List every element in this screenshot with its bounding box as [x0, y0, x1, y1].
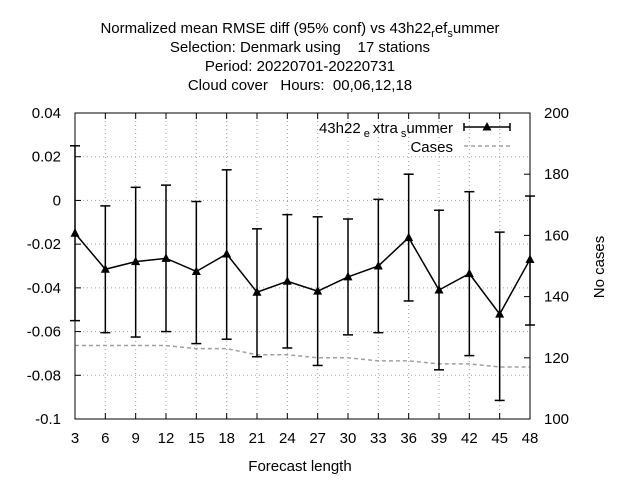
- x-tick-label: 33: [370, 430, 387, 447]
- y2-axis-title: No cases: [591, 236, 608, 299]
- data-point: [252, 287, 262, 296]
- x-tick-label: 48: [522, 430, 539, 447]
- legend-label-cases: Cases: [410, 139, 453, 156]
- y-tick-label: -0.06: [27, 324, 61, 341]
- x-tick-label: 42: [461, 430, 478, 447]
- data-point: [464, 268, 474, 278]
- data-point: [100, 264, 110, 273]
- data-point: [313, 286, 323, 295]
- y2-tick-label: 120: [544, 350, 569, 367]
- legend-marks: [463, 122, 511, 147]
- y-axis-tick-labels: 0.04 0.02 0 -0.02 -0.04 -0.06 -0.08 -0.1: [27, 105, 61, 428]
- cases-line: [75, 344, 530, 368]
- series-43h22-extra-summer: [70, 145, 535, 402]
- x-tick-label: 39: [431, 430, 448, 447]
- data-point: [434, 285, 444, 294]
- y2-axis-tick-labels: 200 180 160 140 120 100: [544, 105, 569, 428]
- y2-tick-label: 180: [544, 166, 569, 183]
- y-tick-label: -0.04: [27, 280, 61, 297]
- y2-tick-label: 100: [544, 411, 569, 428]
- data-point: [373, 261, 383, 270]
- data-point: [343, 271, 353, 281]
- x-tick-label: 18: [218, 430, 235, 447]
- y-tick-label: 0.04: [32, 105, 61, 122]
- x-tick-label: 30: [340, 430, 357, 447]
- data-point: [161, 253, 171, 262]
- plot-frame: [74, 112, 531, 420]
- y-tick-label: 0.02: [32, 149, 61, 166]
- y-tick-label: 0: [53, 192, 61, 209]
- x-tick-label: 45: [491, 430, 508, 447]
- x-tick-label: 21: [249, 430, 266, 447]
- y-tick-label: -0.08: [27, 367, 61, 384]
- x-tick-label: 9: [131, 430, 139, 447]
- title-line-2: Selection: Denmark using 17 stations: [170, 39, 430, 56]
- grid: [75, 113, 530, 419]
- data-point: [222, 248, 232, 258]
- title-line-1: Normalized mean RMSE diff (95% conf) vs …: [100, 20, 499, 40]
- x-tick-label: 3: [71, 430, 79, 447]
- chart-title: Normalized mean RMSE diff (95% conf) vs …: [100, 20, 499, 94]
- title-line-4: Cloud cover Hours: 00,06,12,18: [188, 77, 412, 94]
- legend: 43h22 e xtra summer Cases: [319, 120, 511, 156]
- x-tick-label: 6: [101, 430, 109, 447]
- data-point: [191, 266, 201, 275]
- y-tick-label: -0.02: [27, 236, 61, 253]
- axis-ticks: [74, 112, 531, 420]
- data-point: [495, 309, 505, 318]
- series-line: [74, 232, 531, 316]
- legend-mark-43h22-triangle: [482, 122, 492, 131]
- data-point: [131, 256, 141, 266]
- legend-label-43h22-extra-summer: 43h22 e xtra summer: [319, 120, 453, 140]
- series-cases: [75, 344, 530, 368]
- x-axis-tick-labels: 3 6 9 12 15 18 21 24 27 30 33 36 39 42 45 48: [71, 430, 539, 447]
- x-tick-label: 27: [309, 430, 326, 447]
- x-axis-title: Forecast length: [248, 458, 351, 475]
- y2-tick-label: 140: [544, 289, 569, 306]
- x-tick-label: 15: [188, 430, 205, 447]
- title-line-3: Period: 20220701-20220731: [205, 58, 395, 75]
- data-point: [404, 232, 414, 242]
- x-tick-label: 12: [158, 430, 175, 447]
- y-tick-label: -0.1: [35, 411, 61, 428]
- data-point: [282, 276, 292, 285]
- x-tick-label: 24: [279, 430, 296, 447]
- y2-tick-label: 200: [544, 105, 569, 122]
- x-tick-label: 36: [400, 430, 417, 447]
- y2-tick-label: 160: [544, 227, 569, 244]
